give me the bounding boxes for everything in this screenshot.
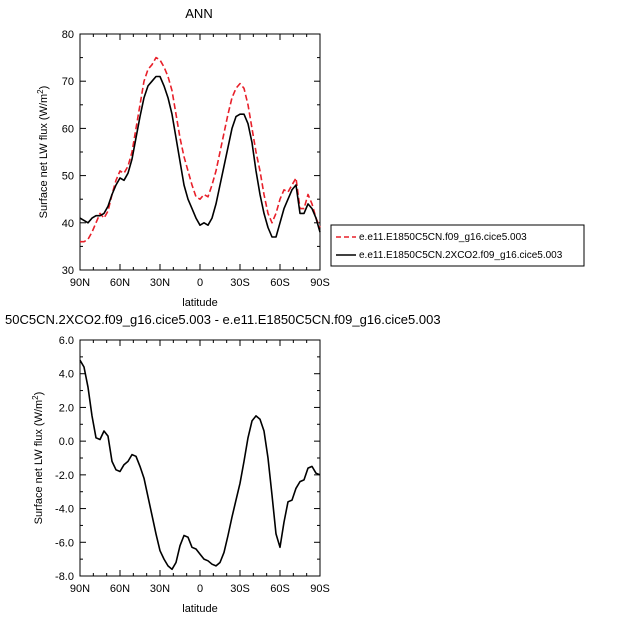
bottom-chart-title: 50C5CN.2XCO2.f09_g16.cice5.003 - e.e11.E… (5, 312, 441, 327)
bottom-y-tick-label: 0.0 (59, 436, 74, 448)
bottom-y-tick-label: 2.0 (59, 402, 74, 414)
top-x-tick-label: 30S (230, 277, 250, 289)
top-x-tick-label: 60N (110, 277, 130, 289)
top-legend: e.e11.E1850C5CN.f09_g16.cice5.003 e.e11.… (330, 224, 585, 267)
top-y-tick-label: 30 (62, 265, 74, 277)
top-panel: ANN 90N 60N 30N 0 30S 60S 90S 30 40 50 60 70 80 lati… (36, 6, 585, 309)
top-y-axis-label-sup: 2 (36, 89, 45, 94)
top-y-tick-label: 60 (62, 123, 74, 135)
bottom-y-axis-label-main: Surface net LW flux (W/m (33, 400, 45, 525)
bottom-x-tick-label: 30S (230, 583, 250, 595)
bottom-plot-frame (79, 339, 321, 577)
top-x-tick-label: 60S (270, 277, 290, 289)
top-plot-frame (79, 33, 321, 271)
top-series-line-0 (80, 56, 321, 243)
bottom-y-axis-label: Surface net LW flux (W/m2) (31, 392, 45, 525)
top-chart-title: ANN (185, 6, 212, 21)
bottom-x-tick-label: 90S (310, 583, 330, 595)
top-x-tick-label: 0 (197, 277, 203, 289)
top-x-tick-label: 90N (70, 277, 90, 289)
bottom-y-tick-label: 4.0 (59, 369, 74, 381)
bottom-x-tick-label: 60N (110, 583, 130, 595)
top-y-tick-label: 70 (62, 76, 74, 88)
bottom-y-tick-label: -2.0 (55, 470, 74, 482)
bottom-panel: 50C5CN.2XCO2.f09_g16.cice5.003 - e.e11.E… (5, 312, 441, 615)
bottom-y-tick-label: -6.0 (55, 537, 74, 549)
legend-label-control: e.e11.E1850C5CN.f09_g16.cice5.003 (359, 232, 527, 243)
bottom-y-axis-label-sup: 2 (31, 395, 40, 400)
top-axis-ticks: 90N 60N 30N 0 30S 60S 90S 30 40 50 60 70 80 (62, 29, 330, 289)
bottom-y-tick-label: 6.0 (59, 335, 74, 347)
top-x-tick-label: 30N (150, 277, 170, 289)
top-y-tick-label: 40 (62, 218, 74, 230)
bottom-y-axis-label-close: ) (33, 392, 45, 396)
top-y-tick-label: 50 (62, 171, 74, 183)
top-x-tick-label: 90S (310, 277, 330, 289)
bottom-x-tick-label: 0 (197, 583, 203, 595)
top-y-axis-label-close: ) (38, 86, 50, 90)
bottom-series-line-0 (79, 359, 321, 571)
bottom-y-tick-label: -8.0 (55, 571, 74, 583)
legend-label-2xco2: e.e11.E1850C5CN.2XCO2.f09_g16.cice5.003 (359, 250, 563, 261)
bottom-y-tick-label: -4.0 (55, 504, 74, 516)
bottom-axis-ticks: 90N 60N 30N 0 30S 60S 90S -8.0 -6.0 -4.0 -2.0 0.0 2.… (55, 335, 330, 595)
top-y-axis-label-main: Surface net LW flux (W/m (38, 94, 50, 219)
legend-box (330, 224, 585, 267)
top-series-line-1 (79, 75, 321, 238)
bottom-x-tick-label: 30N (150, 583, 170, 595)
bottom-series-lines (79, 359, 321, 571)
bottom-x-tick-label: 60S (270, 583, 290, 595)
top-y-tick-label: 80 (62, 29, 74, 41)
bottom-x-axis-label: latitude (182, 603, 217, 615)
top-series-lines (79, 56, 321, 243)
top-x-axis-label: latitude (182, 297, 217, 309)
top-y-axis-label: Surface net LW flux (W/m2) (36, 86, 50, 219)
bottom-x-tick-label: 90N (70, 583, 90, 595)
